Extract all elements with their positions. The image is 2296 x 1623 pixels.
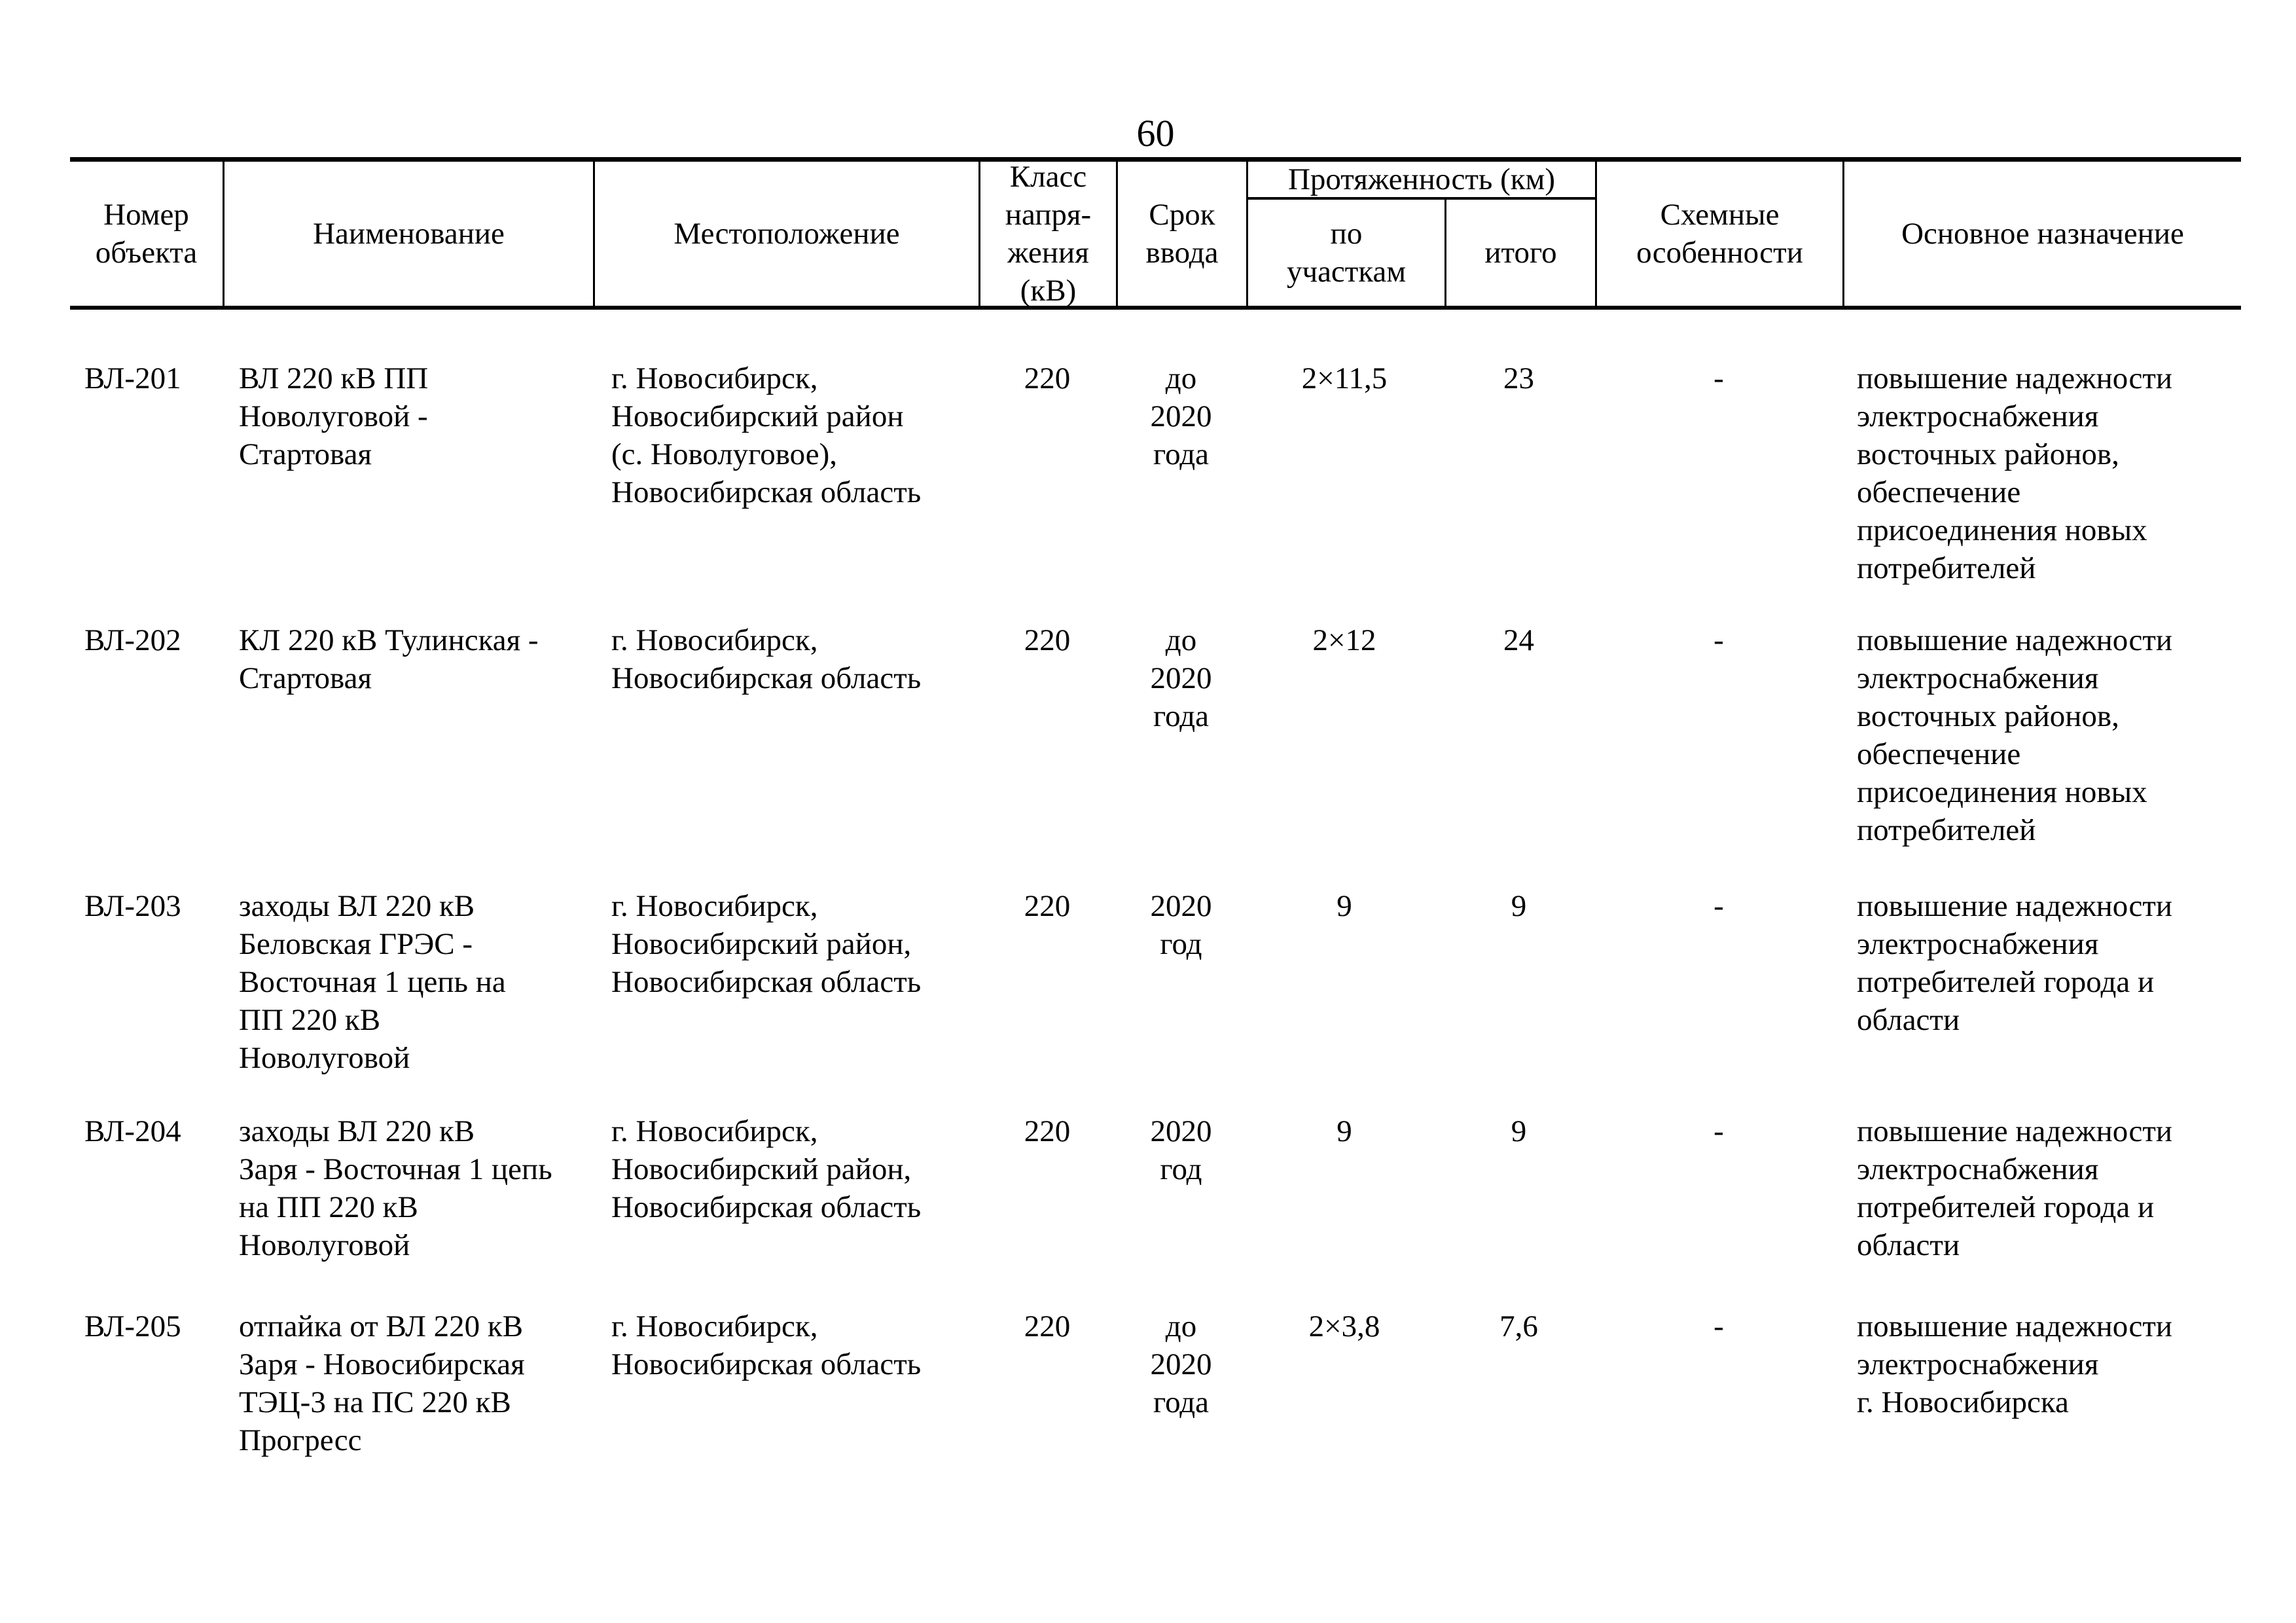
col-header-object-number: Номер объекта bbox=[95, 198, 198, 270]
cell-commissioning: до 2020 года bbox=[1150, 361, 1212, 471]
power-lines-table: Номер объекта Наименование Местоположени… bbox=[70, 157, 2241, 1581]
cell-length-sections: 9 bbox=[1336, 889, 1352, 923]
col-header-name: Наименование bbox=[223, 162, 593, 306]
cell-name: КЛ 220 кВ Тулинская - Стартовая bbox=[239, 623, 539, 695]
cell-location: г. Новосибирск, Новосибирский район (с. … bbox=[611, 361, 922, 509]
cell-voltage-class: 220 bbox=[1024, 1114, 1071, 1148]
cell-name: отпайка от ВЛ 220 кВ Заря - Новосибирска… bbox=[239, 1309, 525, 1457]
cell-length-sections: 2×12 bbox=[1312, 623, 1376, 657]
col-header-length-group: Протяженность (км) по участкам итого bbox=[1246, 162, 1595, 306]
cell-commissioning: 2020 год bbox=[1150, 1114, 1212, 1186]
table-row-vl-204: ВЛ-204 заходы ВЛ 220 кВ Заря - Восточная… bbox=[70, 1111, 2241, 1306]
cell-object-number: ВЛ-202 bbox=[84, 623, 181, 657]
cell-scheme-features: - bbox=[1713, 361, 1724, 395]
col-header-length-sections: по участкам bbox=[1286, 217, 1407, 289]
col-header-length-km: Протяженность (км) bbox=[1248, 162, 1595, 200]
cell-name: заходы ВЛ 220 кВ Беловская ГРЭС - Восточ… bbox=[239, 889, 506, 1075]
cell-voltage-class: 220 bbox=[1024, 1309, 1071, 1343]
cell-location: г. Новосибирск, Новосибирский район, Нов… bbox=[611, 1114, 922, 1224]
col-header-voltage-class: Класс напря- жения (кВ) bbox=[978, 162, 1116, 306]
cell-main-purpose: повышение надежности электроснабжения по… bbox=[1857, 1114, 2173, 1262]
cell-length-sections: 9 bbox=[1336, 1114, 1352, 1148]
cell-scheme-features: - bbox=[1713, 1114, 1724, 1148]
cell-scheme-features: - bbox=[1713, 623, 1724, 657]
cell-main-purpose: повышение надежности электроснабжения г.… bbox=[1857, 1309, 2173, 1419]
cell-scheme-features: - bbox=[1713, 1309, 1724, 1343]
cell-length-total: 9 bbox=[1511, 889, 1527, 923]
col-header-commissioning: Срок ввода bbox=[1116, 162, 1246, 306]
col-header-main-purpose: Основное назначение bbox=[1842, 162, 2241, 306]
cell-commissioning: до 2020 года bbox=[1150, 623, 1212, 733]
cell-length-sections: 2×3,8 bbox=[1308, 1309, 1380, 1343]
cell-main-purpose: повышение надежности электроснабжения по… bbox=[1857, 889, 2173, 1037]
table-row-vl-203: ВЛ-203 заходы ВЛ 220 кВ Беловская ГРЭС -… bbox=[70, 886, 2241, 1111]
cell-voltage-class: 220 bbox=[1024, 361, 1071, 395]
length-subheaders: по участкам итого bbox=[1248, 200, 1595, 306]
cell-length-sections: 2×11,5 bbox=[1301, 361, 1388, 395]
cell-commissioning: до 2020 года bbox=[1150, 1309, 1212, 1419]
page-number: 60 bbox=[1136, 112, 1175, 155]
table-row-vl-201: ВЛ-201 ВЛ 220 кВ ПП Новолуговой - Старто… bbox=[70, 310, 2241, 620]
cell-main-purpose: повышение надежности электроснабжения во… bbox=[1857, 361, 2173, 585]
cell-length-total: 7,6 bbox=[1499, 1309, 1538, 1343]
table-body: ВЛ-201 ВЛ 220 кВ ПП Новолуговой - Старто… bbox=[70, 310, 2241, 1581]
cell-main-purpose: повышение надежности электроснабжения во… bbox=[1857, 623, 2173, 847]
col-header-location: Местоположение bbox=[593, 162, 978, 306]
cell-object-number: ВЛ-201 bbox=[84, 361, 181, 395]
cell-object-number: ВЛ-203 bbox=[84, 889, 181, 923]
table-header-row: Номер объекта Наименование Местоположени… bbox=[70, 157, 2241, 310]
table-row-vl-205: ВЛ-205 отпайка от ВЛ 220 кВ Заря - Новос… bbox=[70, 1306, 2241, 1581]
cell-object-number: ВЛ-204 bbox=[84, 1114, 181, 1148]
col-header-scheme-features: Схемные особенности bbox=[1595, 162, 1842, 306]
cell-location: г. Новосибирск, Новосибирская область bbox=[611, 623, 922, 695]
cell-object-number: ВЛ-205 bbox=[84, 1309, 181, 1343]
cell-voltage-class: 220 bbox=[1024, 623, 1071, 657]
cell-name: ВЛ 220 кВ ПП Новолуговой - Стартовая bbox=[239, 361, 429, 471]
col-header-length-total: итого bbox=[1444, 200, 1595, 306]
cell-length-total: 9 bbox=[1511, 1114, 1527, 1148]
cell-length-total: 24 bbox=[1503, 623, 1534, 657]
cell-location: г. Новосибирск, Новосибирская область bbox=[611, 1309, 922, 1381]
table-row-vl-202: ВЛ-202 КЛ 220 кВ Тулинская - Стартовая г… bbox=[70, 620, 2241, 886]
cell-commissioning: 2020 год bbox=[1150, 889, 1212, 961]
cell-scheme-features: - bbox=[1713, 889, 1724, 923]
cell-length-total: 23 bbox=[1503, 361, 1534, 395]
cell-voltage-class: 220 bbox=[1024, 889, 1071, 923]
cell-name: заходы ВЛ 220 кВ Заря - Восточная 1 цепь… bbox=[239, 1114, 552, 1262]
cell-location: г. Новосибирск, Новосибирский район, Нов… bbox=[611, 889, 922, 999]
